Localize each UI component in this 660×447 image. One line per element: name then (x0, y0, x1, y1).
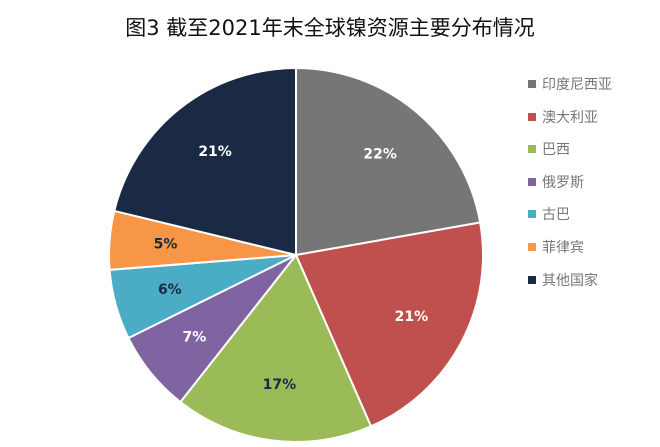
chart-legend: 印度尼西亚澳大利亚巴西俄罗斯古巴菲律宾其他国家 (528, 74, 612, 302)
legend-label: 澳大利亚 (542, 109, 598, 126)
legend-item-7: 其他国家 (528, 270, 612, 290)
legend-swatch (528, 80, 536, 88)
legend-item-3: 巴西 (528, 139, 612, 159)
legend-item-1: 印度尼西亚 (528, 74, 612, 94)
legend-label: 古巴 (542, 207, 570, 224)
legend-item-4: 俄罗斯 (528, 172, 612, 192)
legend-label: 印度尼西亚 (542, 77, 612, 93)
legend-label: 其他国家 (542, 272, 598, 289)
chart-title: 图3 截至2021年末全球镍资源主要分布情况 (125, 16, 535, 40)
pie-slice-2 (294, 221, 484, 428)
legend-swatch (528, 210, 536, 219)
legend-label: 俄罗斯 (542, 174, 584, 191)
slice-value-label-7: 21% (198, 144, 232, 160)
legend-item-5: 古巴 (528, 204, 612, 224)
slice-value-label-4: 7% (183, 330, 207, 346)
legend-item-6: 菲律宾 (528, 237, 612, 257)
legend-swatch (528, 242, 536, 251)
legend-swatch (528, 177, 536, 186)
legend-label: 巴西 (542, 142, 570, 159)
pie-slice-7 (113, 66, 297, 257)
slice-value-label-2: 21% (395, 309, 429, 325)
legend-item-2: 澳大利亚 (528, 107, 612, 127)
slice-value-label-1: 22% (363, 147, 397, 163)
pie-slice-3 (178, 253, 373, 443)
slice-value-label-6: 5% (154, 237, 178, 253)
pie-slice-1 (295, 66, 482, 257)
slice-value-label-5: 6% (158, 282, 182, 298)
legend-swatch (528, 112, 536, 121)
legend-swatch (528, 275, 536, 284)
legend-label: 菲律宾 (542, 239, 584, 256)
slice-value-label-3: 17% (263, 377, 297, 393)
legend-swatch (528, 145, 536, 154)
